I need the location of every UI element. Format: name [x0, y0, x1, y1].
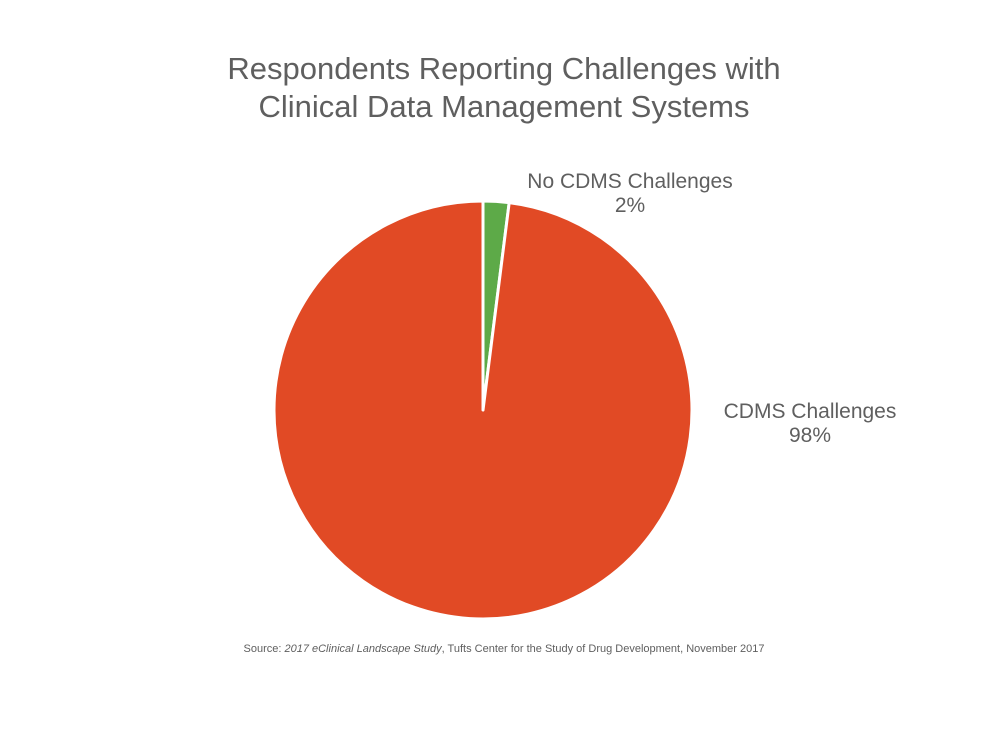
slice-label-text: CDMS Challenges [723, 400, 897, 423]
chart-title-line-1: Respondents Reporting Challenges with [227, 51, 781, 86]
slice-label-cdms: CDMS Challenges 98% [690, 400, 930, 448]
source-note: Source: 2017 eClinical Landscape Study, … [0, 643, 1008, 655]
source-study: 2017 eClinical Landscape Study [284, 643, 442, 655]
slice-value-label: 2% [614, 194, 646, 217]
chart-title-line-2: Clinical Data Management Systems [258, 89, 750, 124]
slice-label-no-cdms: No CDMS Challenges 2% [500, 170, 760, 218]
source-prefix: Source: [243, 643, 285, 655]
slice-value-label: 98% [788, 424, 832, 447]
chart-title: Respondents Reporting Challenges with Cl… [0, 50, 1008, 126]
slice-label-text: No CDMS Challenges [527, 170, 733, 193]
source-suffix: , Tufts Center for the Study of Drug Dev… [441, 643, 765, 655]
pie-slice-cdms-challenges [272, 199, 694, 621]
